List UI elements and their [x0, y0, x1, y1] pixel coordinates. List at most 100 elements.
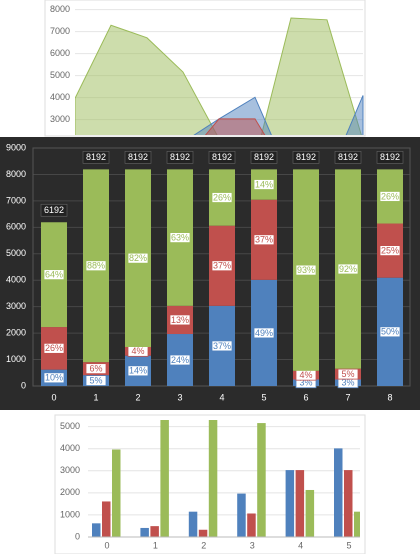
x-tick-label: 8	[387, 392, 392, 402]
y-tick-label: 8000	[50, 4, 70, 14]
x-tick-label: 5	[261, 392, 266, 402]
total-box	[124, 151, 152, 164]
label-box	[85, 363, 107, 375]
percent-label: 37%	[213, 261, 231, 271]
bar	[160, 420, 169, 537]
bar	[305, 489, 315, 537]
y-tick-label: 9000	[6, 142, 26, 152]
label-box	[211, 340, 233, 352]
percent-label: 3%	[341, 378, 354, 388]
percent-label: 24%	[171, 355, 189, 365]
plot	[75, 17, 364, 135]
total-label: 8192	[170, 152, 190, 162]
percent-label: 13%	[171, 315, 189, 325]
percent-label: 6%	[89, 364, 102, 374]
bar	[188, 511, 198, 537]
total-box	[208, 151, 236, 164]
x-tick-label: 6	[303, 392, 308, 402]
plot: 10%26%64%61925%6%88%819214%4%82%819224%1…	[40, 151, 404, 389]
total-box	[250, 151, 278, 164]
x-tick-label: 3	[177, 392, 182, 402]
percent-label: 4%	[299, 370, 312, 380]
bar	[257, 423, 266, 537]
percent-label: 10%	[45, 373, 63, 383]
stacked-bar-chart: 0 1000 2000 3000 4000 5000 6000 7000 8000 9000 10%…	[6, 142, 411, 402]
percent-label: 3%	[299, 378, 312, 388]
bar	[334, 448, 343, 537]
percent-label: 14%	[255, 179, 273, 189]
x-tick-label: 5	[346, 540, 351, 550]
percent-label: 49%	[255, 328, 273, 338]
label-box	[253, 179, 275, 190]
plot	[92, 420, 360, 537]
total-label: 8192	[254, 152, 274, 162]
percent-label: 5%	[341, 369, 354, 379]
bar	[295, 470, 305, 537]
label-box	[337, 368, 359, 380]
y-tick-label: 8000	[6, 169, 26, 179]
percent-label: 37%	[213, 341, 231, 351]
label-box	[169, 232, 191, 244]
total-box	[40, 203, 68, 217]
percent-label: 25%	[381, 245, 399, 255]
bar	[344, 470, 353, 537]
label-box	[295, 264, 317, 276]
total-box	[292, 151, 320, 164]
x-tick-label: 4	[298, 540, 303, 550]
x-tick-label: 2	[201, 540, 206, 550]
percent-label: 88%	[87, 261, 105, 271]
bar	[150, 526, 159, 537]
label-box	[43, 372, 65, 384]
total-box	[82, 151, 110, 164]
grouped-bar-chart: 0 1000 2000 3000 4000 5000 0 1 2 3 4 5	[60, 420, 360, 550]
y-tick-label: 7000	[6, 195, 26, 205]
percent-label: 4%	[131, 346, 144, 356]
percent-label: 26%	[381, 191, 399, 201]
bar	[198, 529, 208, 537]
label-box	[169, 314, 191, 326]
y-tick-label: 2000	[6, 327, 26, 337]
label-box	[379, 191, 401, 202]
x-tick-label: 7	[345, 392, 350, 402]
label-box	[127, 252, 149, 264]
y-tick-label: 0	[75, 531, 80, 541]
total-label: 6192	[44, 205, 64, 215]
x-tick-label: 0	[104, 540, 109, 550]
y-tick-label: 0	[21, 380, 26, 390]
y-tick-label: 4000	[50, 92, 70, 102]
percent-label: 14%	[129, 366, 147, 376]
label-box	[85, 375, 107, 386]
percent-label: 37%	[255, 235, 273, 245]
x-tick-label: 4	[219, 392, 224, 402]
y-tick-label: 5000	[6, 248, 26, 258]
label-box	[253, 327, 275, 339]
total-label: 8192	[380, 152, 400, 162]
total-label: 8192	[338, 152, 358, 162]
y-tick-label: 4000	[6, 275, 26, 285]
label-box	[43, 342, 65, 354]
bar	[102, 501, 111, 537]
y-tick-label: 5000	[60, 421, 80, 431]
bar	[208, 420, 218, 537]
label-box	[85, 260, 107, 272]
label-box	[337, 263, 359, 275]
total-box	[376, 151, 404, 164]
label-box	[379, 245, 401, 257]
y-tick-label: 1000	[6, 354, 26, 364]
percent-label: 92%	[339, 264, 357, 274]
y-tick-label: 3000	[6, 301, 26, 311]
x-tick-label: 1	[153, 540, 158, 550]
label-box	[211, 260, 233, 272]
total-box	[334, 151, 362, 164]
y-tick-label: 1000	[60, 509, 80, 519]
y-tick-label: 7000	[50, 26, 70, 36]
total-label: 8192	[296, 152, 316, 162]
percent-label: 63%	[171, 232, 189, 242]
percent-label: 93%	[297, 265, 315, 275]
bar	[354, 511, 360, 537]
y-tick-label: 3000	[60, 465, 80, 475]
y-tick-label: 2000	[60, 487, 80, 497]
area-chart: 3000 4000 5000 6000 7000 8000	[50, 4, 364, 135]
percent-label: 26%	[45, 343, 63, 353]
